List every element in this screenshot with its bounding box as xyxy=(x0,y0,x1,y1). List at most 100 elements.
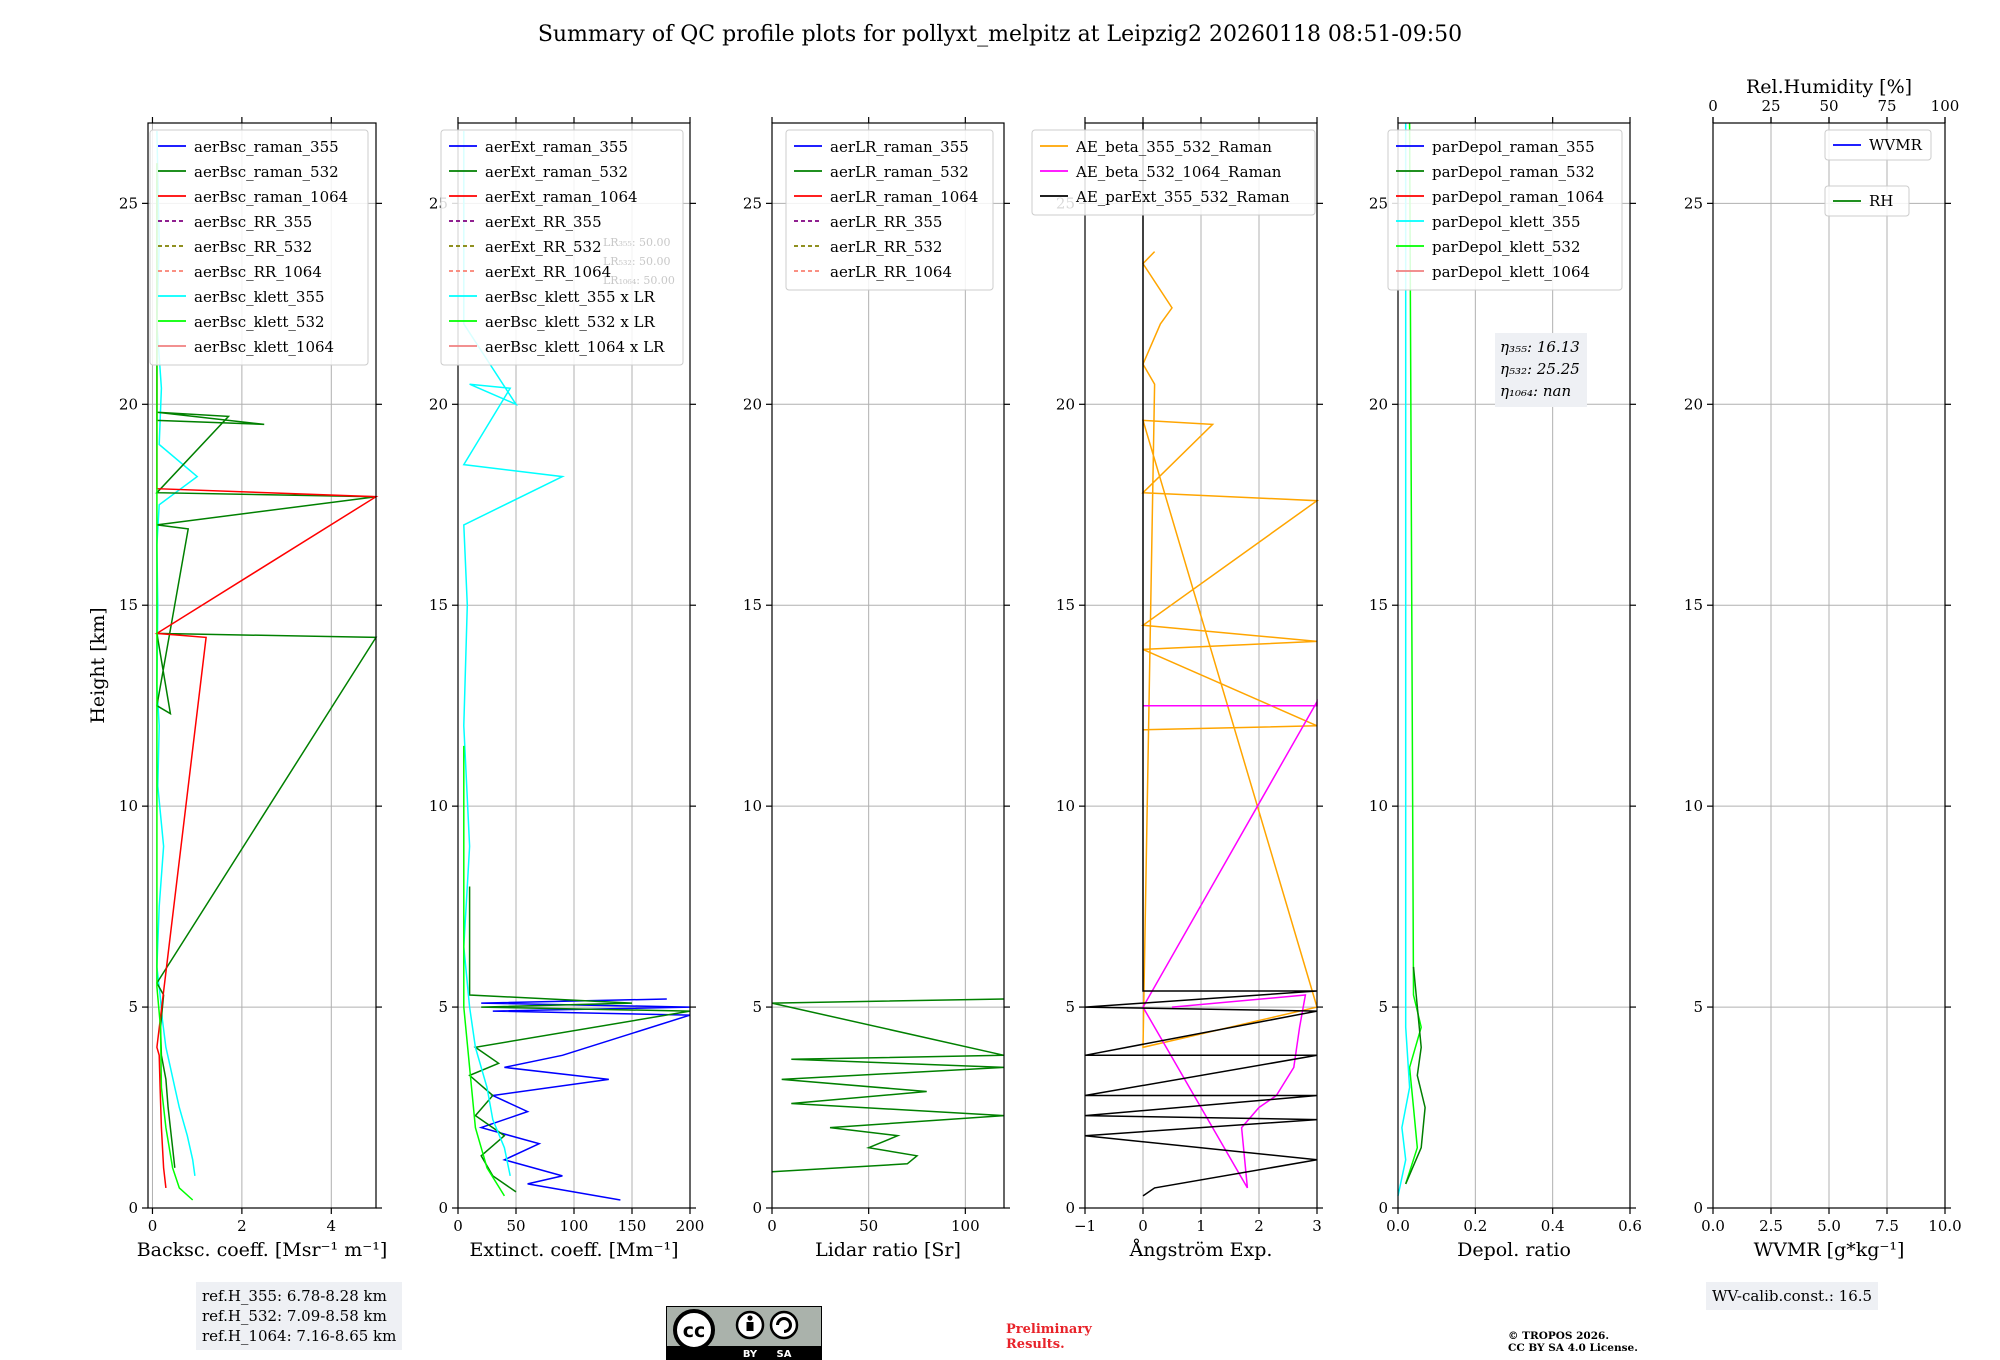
panel-water_vapor: 0.0 2.5 5.0 7.5 10.0 0 5 10 15 20 25 WVMR [g*kg⁻¹] 0… xyxy=(1684,76,1962,1261)
axes-frame xyxy=(147,122,377,1209)
lidar-ratio-annotation: LR₃₅₅: 50.00 xyxy=(603,236,671,249)
y-tick-label: 0 xyxy=(1378,1199,1388,1217)
y-tick-label: 15 xyxy=(1684,596,1703,614)
x-axis-label: Extinct. coeff. [Mm⁻¹] xyxy=(469,1239,678,1261)
legend-box xyxy=(149,129,369,366)
y-tick-label: 10 xyxy=(1056,797,1075,815)
legend-entry: parDepol_klett_1064 xyxy=(1432,263,1590,281)
x-tick-label: 0 xyxy=(1138,1217,1148,1235)
series-aerExt_raman_532 xyxy=(468,886,691,1193)
axes-frame xyxy=(771,122,1005,1209)
series-aerBsc_klett_355 x LR xyxy=(462,131,566,1177)
preliminary-line-2: Results. xyxy=(1006,1337,1065,1352)
legend-entry: aerLR_raman_532 xyxy=(830,163,969,181)
x-axis-label: Lidar ratio [Sr] xyxy=(815,1239,961,1261)
legend-box xyxy=(1031,129,1316,216)
panel-angstrom: −101230510152025Ångström Exp.AE_beta_355… xyxy=(1031,117,1323,1261)
y-tick-label: 5 xyxy=(128,998,138,1016)
x-tick-label: 50 xyxy=(859,1217,878,1235)
series-aerBsc_klett_355 xyxy=(156,130,199,1177)
x-axis-label: Ångström Exp. xyxy=(1129,1239,1273,1261)
y-tick-label: 10 xyxy=(743,797,762,815)
preliminary-note: Preliminary Results. xyxy=(1006,1322,1092,1352)
sa-share-icon xyxy=(776,1317,792,1333)
legend-entry: aerBsc_raman_1064 xyxy=(194,188,348,206)
by-person-icon xyxy=(747,1315,753,1321)
y-tick-label: 5 xyxy=(752,998,762,1016)
x-axis-label: Backsc. coeff. [Msr⁻¹ m⁻¹] xyxy=(137,1239,388,1261)
x-tick-label: 100 xyxy=(951,1217,980,1235)
legend-entry: aerLR_RR_532 xyxy=(830,238,942,256)
copyright-line-1: © TROPOS 2026. xyxy=(1508,1330,1610,1342)
legend-entry: aerLR_raman_355 xyxy=(830,138,969,156)
reference-height-box: ref.H_355: 6.78-8.28 km ref.H_532: 7.09-… xyxy=(196,1282,403,1350)
legend-box xyxy=(1824,129,1932,161)
x-tick-label: 0.0 xyxy=(1386,1217,1410,1235)
legend-entry: aerLR_RR_1064 xyxy=(830,263,952,281)
x-tick-label: 2.5 xyxy=(1759,1217,1783,1235)
y-tick-label: 0 xyxy=(752,1199,762,1217)
copyright-note: © TROPOS 2026. CC BY SA 4.0 License. xyxy=(1508,1330,1638,1354)
y-tick-label: 5 xyxy=(1065,998,1075,1016)
legend-entry: aerExt_raman_355 xyxy=(485,138,628,156)
x-axis-label: WVMR [g*kg⁻¹] xyxy=(1754,1239,1905,1261)
eta-annotation: η₁₀₆₄: nan xyxy=(1500,382,1571,400)
x-tick-label: 100 xyxy=(560,1217,589,1235)
legend-entry: aerBsc_klett_532 x LR xyxy=(485,313,656,331)
top-x-tick-label: 100 xyxy=(1931,97,1960,115)
y-tick-label: 20 xyxy=(1369,395,1388,413)
top-x-axis-label: Rel.Humidity [%] xyxy=(1746,76,1912,98)
y-tick-label: 0 xyxy=(128,1199,138,1217)
series-parDepol_raman_532 xyxy=(1405,966,1426,1185)
axes-frame xyxy=(1397,122,1631,1209)
y-tick-label: 20 xyxy=(1684,395,1703,413)
y-tick-label: 10 xyxy=(1369,797,1388,815)
series-aerLR_raman_532 xyxy=(771,998,1005,1173)
legend-entry: parDepol_klett_355 xyxy=(1432,213,1581,231)
y-tick-label: 10 xyxy=(1684,797,1703,815)
y-tick-label: 15 xyxy=(429,596,448,614)
y-tick-label: 20 xyxy=(119,395,138,413)
legend-entry: aerBsc_raman_532 xyxy=(194,163,339,181)
y-tick-label: 10 xyxy=(119,797,138,815)
x-tick-label: 200 xyxy=(676,1217,705,1235)
legend-entry: aerExt_raman_1064 xyxy=(485,188,638,206)
legend-entry: aerExt_RR_532 xyxy=(485,238,602,256)
preliminary-line-1: Preliminary xyxy=(1006,1322,1092,1337)
y-tick-label: 20 xyxy=(743,395,762,413)
legend-box xyxy=(440,129,684,366)
legend-entry: parDepol_raman_355 xyxy=(1432,138,1595,156)
x-tick-label: 0.0 xyxy=(1701,1217,1725,1235)
y-tick-label: 25 xyxy=(119,194,138,212)
legend-entry: WVMR xyxy=(1869,136,1923,154)
legend-entry: aerBsc_klett_355 xyxy=(194,288,325,306)
series-aerBsc_klett_532 x LR xyxy=(463,745,506,1197)
series-aerBsc_klett_532 xyxy=(156,163,194,1201)
lidar-ratio-annotation: LR₁₀₆₄: 50.00 xyxy=(603,274,675,287)
x-tick-label: 4 xyxy=(327,1217,337,1235)
legend-entry: AE_beta_532_1064_Raman xyxy=(1075,163,1282,181)
panel-depolarization: 0.0 0.2 0.4 0.6 0 5 10 15 20 25 Depol. ratio parDep… xyxy=(1369,117,1642,1261)
y-tick-label: 0 xyxy=(1693,1199,1703,1217)
y-tick-label: 0 xyxy=(1065,1199,1075,1217)
eta-annotation: η₅₃₂: 25.25 xyxy=(1500,360,1580,378)
cc-sa-label: SA xyxy=(777,1349,792,1360)
y-tick-label: 15 xyxy=(743,596,762,614)
y-tick-label: 5 xyxy=(438,998,448,1016)
legend-entry: aerLR_raman_1064 xyxy=(830,188,978,206)
x-tick-label: 0 xyxy=(767,1217,777,1235)
eta-annotation: η₃₅₅: 16.13 xyxy=(1500,338,1580,356)
series-aerBsc_raman_532 xyxy=(155,203,378,1168)
top-x-tick-label: 0 xyxy=(1708,97,1718,115)
legend-entry: RH xyxy=(1869,192,1893,210)
figure-title: Summary of QC profile plots for pollyxt_… xyxy=(537,22,1463,47)
x-tick-label: 3 xyxy=(1312,1217,1322,1235)
legend-entry: aerExt_raman_532 xyxy=(485,163,628,181)
panel-backscatter: 0 2 4 0 5 10 15 20 25 Backsc. coeff. [Msr⁻¹ m⁻¹] H… xyxy=(87,117,387,1261)
x-tick-label: 1 xyxy=(1196,1217,1206,1235)
x-tick-label: 50 xyxy=(506,1217,525,1235)
y-tick-label: 20 xyxy=(1056,395,1075,413)
legend-entry: aerBsc_klett_1064 xyxy=(194,338,334,356)
legend-entry: AE_parExt_355_532_Raman xyxy=(1075,188,1290,206)
